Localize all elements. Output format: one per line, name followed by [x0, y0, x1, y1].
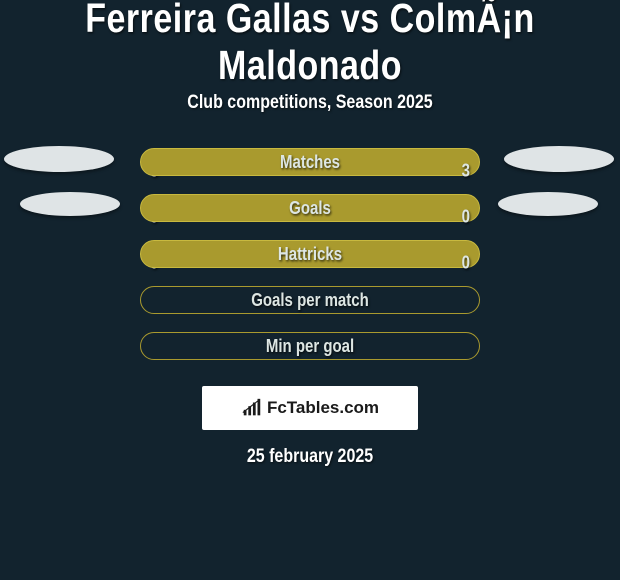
- stat-label: Min per goal: [266, 335, 354, 356]
- stat-row: Min per goal: [0, 332, 620, 378]
- stat-bar: Matches: [140, 148, 480, 176]
- stat-right-value: 0: [462, 252, 470, 273]
- stat-right-value: 0: [462, 206, 470, 227]
- stat-row: Goals per match: [0, 286, 620, 332]
- stat-bar: Goals: [140, 194, 480, 222]
- comparison-card: Ferreira Gallas vs ColmÃ¡n Maldonado Clu…: [0, 0, 620, 466]
- stat-rows: 5 Matches 3 0 Goals 0 0 Hattricks 0 Goal…: [0, 148, 620, 378]
- stat-bar: Hattricks: [140, 240, 480, 268]
- stat-bar: Min per goal: [140, 332, 480, 360]
- source-badge-text: FcTables.com: [267, 398, 379, 418]
- subtitle: Club competitions, Season 2025: [0, 92, 620, 114]
- stat-row: 0 Goals 0: [0, 194, 620, 240]
- stat-right-value: 3: [462, 160, 470, 181]
- stat-label: Goals: [289, 197, 331, 218]
- chart-icon: [241, 397, 263, 419]
- stat-row: 5 Matches 3: [0, 148, 620, 194]
- stat-label: Goals per match: [251, 289, 369, 310]
- stat-row: 0 Hattricks 0: [0, 240, 620, 286]
- stat-label: Hattricks: [278, 243, 342, 264]
- stat-label: Matches: [280, 151, 340, 172]
- stat-bar: Goals per match: [140, 286, 480, 314]
- source-badge: FcTables.com: [202, 386, 418, 430]
- date-label: 25 february 2025: [0, 446, 620, 468]
- page-title: Ferreira Gallas vs ColmÃ¡n Maldonado: [0, 0, 620, 90]
